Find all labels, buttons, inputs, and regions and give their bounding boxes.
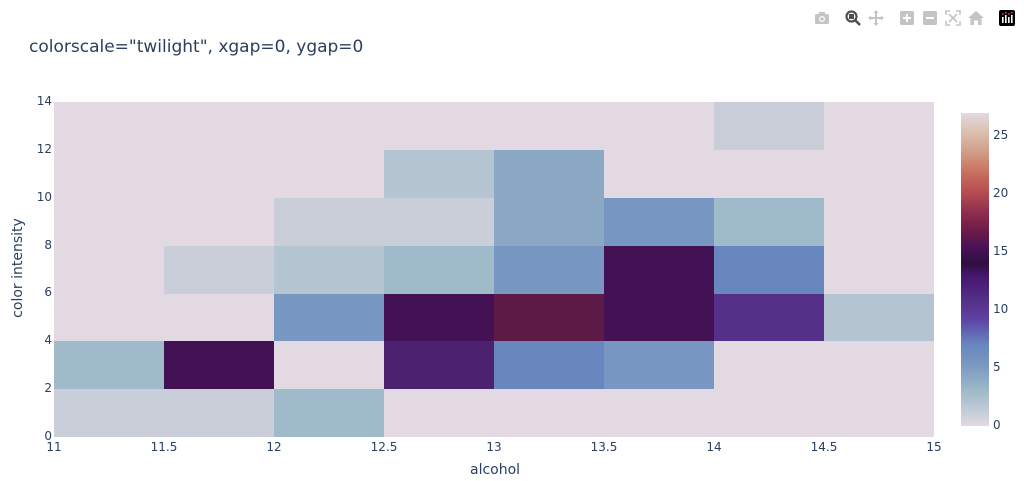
x-tick-label: 13 [486, 440, 502, 454]
heatmap-cell[interactable] [384, 389, 494, 438]
y-tick-label: 4 [44, 333, 52, 348]
chart-title: colorscale="twilight", xgap=0, ygap=0 [29, 37, 364, 57]
heatmap-cell[interactable] [384, 245, 494, 294]
x-tick-label: 13.5 [590, 440, 618, 454]
heatmap-cell[interactable] [824, 389, 934, 438]
heatmap-cell[interactable] [384, 293, 494, 342]
heatmap-cell[interactable] [54, 149, 164, 198]
heatmap-cell[interactable] [714, 389, 824, 438]
heatmap-plot-area[interactable] [54, 102, 934, 438]
autoscale-icon[interactable] [941, 8, 964, 28]
zoom-in-icon[interactable] [895, 8, 918, 28]
heatmap-cell[interactable] [604, 197, 714, 246]
x-tick-label: 12 [266, 440, 282, 454]
heatmap-cell[interactable] [714, 102, 824, 150]
colorbar-tick-label: 15 [993, 244, 1009, 259]
home-icon[interactable] [964, 8, 987, 28]
heatmap-cell[interactable] [54, 245, 164, 294]
heatmap-cell[interactable] [494, 293, 604, 342]
heatmap-cell[interactable] [384, 102, 494, 150]
y-tick-label: 0 [44, 429, 52, 443]
heatmap-cell[interactable] [824, 245, 934, 294]
heatmap-cell[interactable] [824, 102, 934, 150]
heatmap-cell[interactable] [714, 149, 824, 198]
colorbar-tick-label: 20 [993, 186, 1009, 201]
x-tick-label: 15 [926, 440, 942, 454]
y-tick-label: 8 [44, 237, 52, 252]
y-tick-label: 2 [44, 381, 52, 396]
heatmap-cell[interactable] [384, 197, 494, 246]
heatmap-cell[interactable] [494, 102, 604, 150]
zoom-icon[interactable] [841, 8, 864, 28]
heatmap-cell[interactable] [384, 149, 494, 198]
camera-icon[interactable] [810, 8, 833, 28]
x-tick-label: 14.5 [810, 440, 838, 454]
y-axis-label: color intensity [10, 218, 26, 318]
colorbar-tick-label: 0 [993, 418, 1001, 432]
heatmap-cell[interactable] [494, 341, 604, 390]
y-tick-label: 10 [36, 189, 52, 204]
heatmap-cell[interactable] [274, 197, 384, 246]
heatmap-cell[interactable] [164, 102, 274, 150]
heatmap-cell[interactable] [714, 341, 824, 390]
heatmap-cell[interactable] [714, 293, 824, 342]
heatmap-cell[interactable] [164, 149, 274, 198]
x-tick-label: 11 [46, 440, 62, 454]
heatmap-cell[interactable] [494, 389, 604, 438]
pan-icon[interactable] [864, 8, 887, 28]
heatmap-cell[interactable] [384, 341, 494, 390]
heatmap-cell[interactable] [164, 197, 274, 246]
heatmap-cell[interactable] [54, 197, 164, 246]
y-tick-label: 14 [36, 94, 52, 108]
heatmap-cell[interactable] [824, 149, 934, 198]
heatmap-cell[interactable] [604, 245, 714, 294]
heatmap-cell[interactable] [164, 293, 274, 342]
heatmap-cell[interactable] [164, 389, 274, 438]
heatmap-cell[interactable] [494, 197, 604, 246]
heatmap-cell[interactable] [494, 245, 604, 294]
heatmap-cell[interactable] [54, 341, 164, 390]
zoom-out-icon[interactable] [918, 8, 941, 28]
heatmap-cell[interactable] [604, 341, 714, 390]
colorbar [961, 113, 989, 426]
colorbar-tick-label: 5 [993, 360, 1001, 375]
heatmap-cell[interactable] [274, 389, 384, 438]
heatmap-cell[interactable] [274, 341, 384, 390]
heatmap-cell[interactable] [604, 149, 714, 198]
y-tick-label: 12 [36, 141, 52, 156]
heatmap-cell[interactable] [274, 293, 384, 342]
x-tick-label: 14 [706, 440, 722, 454]
heatmap-cell[interactable] [164, 245, 274, 294]
x-tick-label: 12.5 [370, 440, 398, 454]
heatmap-cell[interactable] [824, 197, 934, 246]
heatmap-cell[interactable] [714, 245, 824, 294]
heatmap-cell[interactable] [164, 341, 274, 390]
heatmap-cell[interactable] [714, 197, 824, 246]
heatmap-cell[interactable] [494, 149, 604, 198]
heatmap-cell[interactable] [604, 102, 714, 150]
heatmap-cell[interactable] [54, 293, 164, 342]
heatmap-cell[interactable] [824, 293, 934, 342]
heatmap-cell[interactable] [274, 245, 384, 294]
plotly-logo-icon[interactable] [995, 8, 1018, 28]
colorbar-tick-label: 25 [993, 128, 1009, 143]
heatmap-cell[interactable] [274, 149, 384, 198]
y-tick-label: 6 [44, 285, 52, 300]
heatmap-cell[interactable] [54, 389, 164, 438]
x-tick-label: 11.5 [150, 440, 178, 454]
heatmap-cell[interactable] [54, 102, 164, 150]
heatmap-cell[interactable] [604, 389, 714, 438]
x-axis-label: alcohol [470, 462, 521, 478]
heatmap-cell[interactable] [604, 293, 714, 342]
heatmap-cell[interactable] [274, 102, 384, 150]
colorbar-tick-label: 10 [993, 302, 1009, 317]
modebar [810, 8, 1018, 28]
heatmap-cell[interactable] [824, 341, 934, 390]
